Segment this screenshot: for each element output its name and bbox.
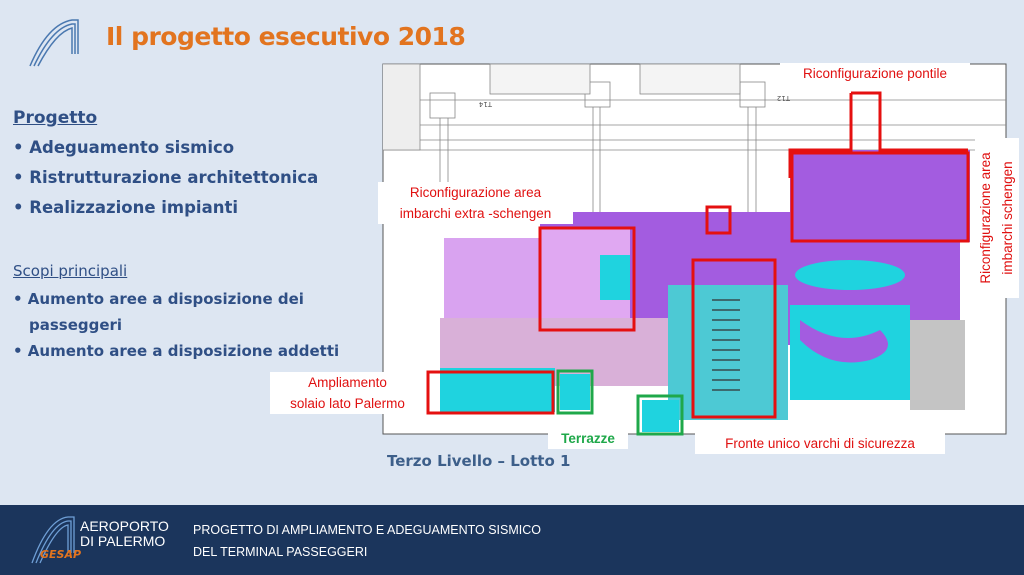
label-pontile: Riconfigurazione pontile bbox=[780, 63, 970, 84]
logo-line: AEROPORTO bbox=[80, 518, 169, 534]
plan-caption: Terzo Livello – Lotto 1 bbox=[387, 452, 571, 470]
list-item: • Realizzazione impianti bbox=[13, 198, 238, 217]
logo-text: AEROPORTO DI PALERMO bbox=[80, 519, 169, 549]
label-line: Ampliamento bbox=[308, 375, 387, 390]
list-item: • Aumento aree a disposizione dei bbox=[13, 290, 304, 308]
logo-brand: GESAP bbox=[40, 548, 82, 561]
list-item: • Adeguamento sismico bbox=[13, 138, 235, 157]
label-line: imbarchi extra -schengen bbox=[399, 206, 552, 221]
label-ampliamento: Ampliamento solaio lato Palermo bbox=[270, 372, 425, 414]
label-line: solaio lato Palermo bbox=[290, 396, 405, 411]
gate-label: T14 bbox=[478, 100, 493, 108]
project-list: • Adeguamento sismico • Ristrutturazione… bbox=[13, 133, 318, 223]
logo-line: DI PALERMO bbox=[80, 533, 166, 549]
label-line: imbarchi schengen bbox=[1000, 161, 1015, 275]
footer-line: PROGETTO DI AMPLIAMENTO E ADEGUAMENTO SI… bbox=[193, 523, 541, 537]
list-item: • Aumento aree a disposizione addetti bbox=[13, 342, 340, 360]
footer: AEROPORTO DI PALERMO GESAP PROGETTO DI A… bbox=[0, 505, 1024, 575]
label-schengen: Riconfigurazione area imbarchi schengen bbox=[975, 138, 1019, 298]
arch-logo-icon bbox=[29, 19, 79, 67]
label-extra-schengen: Riconfigurazione area imbarchi extra -sc… bbox=[378, 182, 573, 224]
label-fronte: Fronte unico varchi di sicurezza bbox=[695, 433, 945, 454]
label-terrazze: Terrazze bbox=[548, 428, 628, 449]
list-item: passeggeri bbox=[29, 316, 123, 334]
scopes-list: • Aumento aree a disposizione dei passeg… bbox=[13, 286, 339, 364]
scopes-heading: Scopi principali bbox=[13, 262, 128, 280]
footer-text: PROGETTO DI AMPLIAMENTO E ADEGUAMENTO SI… bbox=[193, 519, 541, 563]
list-item: • Ristrutturazione architettonica bbox=[13, 168, 319, 187]
project-heading: Progetto bbox=[13, 108, 98, 128]
footer-line: DEL TERMINAL PASSEGGERI bbox=[193, 545, 368, 559]
label-line: Riconfigurazione area bbox=[409, 185, 542, 200]
gate-label: T12 bbox=[777, 94, 791, 102]
label-line: Riconfigurazione area bbox=[978, 152, 993, 284]
page-title: Il progetto esecutivo 2018 bbox=[106, 22, 466, 51]
airport-logo-icon bbox=[31, 516, 75, 564]
